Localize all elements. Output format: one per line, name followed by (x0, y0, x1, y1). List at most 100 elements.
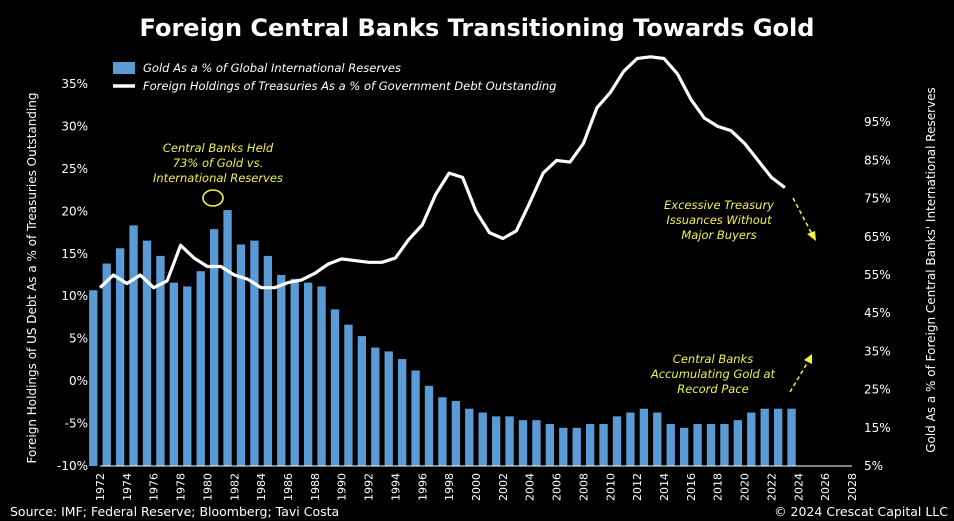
annotation-up-arrow-shaft (789, 359, 810, 393)
gold-bar (518, 420, 528, 466)
gold-bar (532, 420, 541, 466)
gold-bar (317, 286, 326, 466)
gold-bar (169, 282, 179, 466)
annotation-up-arrow-head (804, 354, 812, 364)
gold-bar (236, 244, 246, 466)
annotation-treasury-line1: Excessive Treasury (664, 198, 774, 212)
gold-bar (344, 324, 353, 466)
gold-bar (693, 423, 702, 466)
x-tick-label: 2004 (524, 473, 537, 501)
gold-bar (639, 408, 649, 466)
left-tick-label: 5% (69, 332, 88, 346)
gold-bar (773, 408, 783, 466)
annotation-accumulating-line2: Accumulating Gold at (650, 367, 776, 381)
gold-bar (491, 416, 501, 466)
gold-bar (384, 351, 393, 466)
x-tick-label: 1998 (443, 473, 456, 501)
x-tick-label: 1990 (336, 473, 349, 501)
annotation-treasury: Excessive Treasury Issuances Without Maj… (664, 197, 816, 242)
x-tick-label: 2016 (685, 473, 698, 501)
right-tick-label: 15% (864, 421, 891, 435)
x-tick-label: 2006 (551, 473, 564, 501)
annotation-gold-peak-line2: 73% of Gold vs. (173, 156, 264, 170)
gold-bar (478, 412, 487, 466)
annotation-down-arrow-head (807, 231, 816, 241)
x-tick-label: 2008 (577, 473, 590, 501)
gold-bar (303, 282, 313, 466)
x-tick-label: 2014 (658, 473, 671, 501)
gold-bar (156, 255, 165, 466)
left-tick-label: 0% (69, 374, 88, 388)
right-axis-ticks: 95% 85% 75% 65% 55% 45% 35% 25% 15% 5% (864, 115, 891, 473)
gold-bar (290, 278, 299, 466)
right-tick-label: 35% (864, 344, 891, 358)
annotation-accumulating-line1: Central Banks (673, 352, 753, 366)
left-tick-label: 20% (61, 204, 88, 218)
annotation-treasury-line2: Issuances Without (666, 213, 772, 227)
x-tick-label: 1994 (389, 473, 402, 501)
annotation-down-arrow-shaft (792, 197, 814, 237)
left-tick-label: 10% (61, 289, 88, 303)
gold-bar (747, 412, 756, 466)
x-tick-label: 2002 (497, 473, 510, 501)
x-tick-label: 2010 (604, 473, 617, 501)
x-tick-label: 2020 (739, 473, 752, 501)
gold-bar (115, 248, 125, 466)
gold-bar (733, 420, 743, 466)
right-tick-label: 75% (864, 192, 891, 206)
x-tick-label: 2028 (846, 473, 859, 501)
x-tick-label: 2026 (819, 473, 832, 501)
gold-bar (263, 255, 273, 466)
legend-label-line: Foreign Holdings of Treasuries As a % of… (143, 79, 556, 93)
x-tick-label: 1974 (121, 473, 134, 501)
gold-bar (250, 240, 259, 466)
left-axis-title: Foreign Holdings of US Debt As a % of Tr… (25, 93, 39, 464)
x-tick-label: 1982 (228, 473, 241, 501)
x-tick-label: 2000 (470, 473, 483, 501)
x-tick-label: 1984 (255, 473, 268, 501)
right-tick-label: 65% (864, 230, 891, 244)
gold-bar (559, 427, 568, 466)
x-tick-label: 1980 (201, 473, 214, 501)
gold-bar (666, 423, 675, 466)
gold-bar (424, 385, 434, 466)
gold-bar (626, 412, 635, 466)
annotation-gold-peak: Central Banks Held 73% of Gold vs. Inter… (153, 141, 283, 207)
gold-bar (760, 408, 769, 466)
gold-bar (277, 275, 286, 466)
x-tick-label: 1992 (363, 473, 376, 501)
gold-bar (612, 416, 622, 466)
gold-bar (330, 309, 340, 466)
gold-bar (223, 210, 232, 466)
gold-bar (787, 408, 796, 466)
gold-bar (585, 423, 595, 466)
annotation-accumulating-line3: Record Pace (677, 382, 749, 396)
gold-bar (357, 336, 367, 466)
gold-bar (102, 263, 111, 466)
gold-bars (89, 210, 796, 466)
left-tick-label: 35% (61, 77, 88, 91)
left-tick-label: 25% (61, 162, 88, 176)
left-tick-label: 30% (61, 119, 88, 133)
annotation-gold-peak-line3: International Reserves (153, 171, 283, 185)
x-tick-label: 2024 (792, 473, 805, 501)
gold-bar (706, 423, 716, 466)
x-tick-label: 1986 (282, 473, 295, 501)
gold-bar (183, 286, 192, 466)
x-tick-label: 1988 (309, 473, 322, 501)
right-tick-label: 95% (864, 115, 891, 129)
gold-bar (599, 423, 608, 466)
gold-bar (451, 401, 461, 466)
left-axis-ticks: 35% 30% 25% 20% 15% 10% 5% 0% -5% -10% (57, 77, 88, 473)
x-axis-ticks: 1972 1974 1976 1978 1980 1982 1984 1986 1988 1990… (94, 473, 859, 501)
gold-bar (653, 412, 662, 466)
left-tick-label: -10% (57, 459, 88, 473)
gold-bar (196, 271, 205, 466)
gold-bar (371, 347, 380, 466)
footer-copyright: © 2024 Crescat Capital LLC (774, 504, 948, 519)
treasury-holdings-line (98, 55, 786, 290)
right-tick-label: 5% (864, 459, 883, 473)
x-tick-label: 2022 (765, 473, 778, 501)
x-tick-label: 1972 (94, 473, 107, 501)
